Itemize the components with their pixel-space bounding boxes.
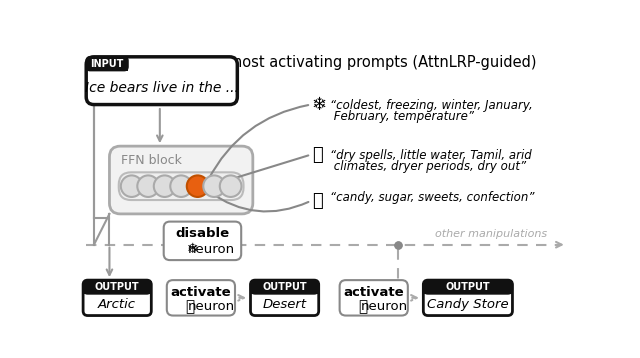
Text: 🍭: 🍭 [312,192,323,210]
Text: most activating prompts (AttnLRP-guided): most activating prompts (AttnLRP-guided) [228,55,536,70]
Text: neuron: neuron [188,243,236,256]
Text: climates, dryer periods, dry out”: climates, dryer periods, dry out” [330,160,525,173]
FancyBboxPatch shape [340,280,408,315]
FancyBboxPatch shape [86,57,237,105]
FancyBboxPatch shape [164,222,241,260]
FancyBboxPatch shape [167,280,235,315]
Text: disable: disable [175,227,230,241]
Text: “coldest, freezing, winter, January,: “coldest, freezing, winter, January, [330,99,532,112]
Text: other manipulations: other manipulations [435,228,547,238]
FancyBboxPatch shape [109,146,253,214]
Circle shape [220,175,241,197]
FancyBboxPatch shape [83,280,151,315]
Text: FFN block: FFN block [121,154,182,166]
Text: OUTPUT: OUTPUT [445,282,490,292]
Circle shape [170,175,192,197]
Text: OUTPUT: OUTPUT [262,282,307,292]
FancyBboxPatch shape [119,172,244,200]
Text: OUTPUT: OUTPUT [95,282,140,292]
Text: INPUT: INPUT [90,59,124,69]
Text: 🍭: 🍭 [358,299,367,314]
Text: ❄️: ❄️ [312,96,328,113]
Text: Candy Store: Candy Store [427,298,509,311]
Circle shape [187,175,209,197]
FancyBboxPatch shape [250,280,319,294]
Circle shape [204,175,225,197]
FancyBboxPatch shape [86,57,128,71]
Text: ❄️: ❄️ [188,242,199,256]
Text: neuron: neuron [188,300,236,313]
Text: activate: activate [171,286,231,299]
FancyBboxPatch shape [423,280,513,315]
Bar [86,61,128,71]
Text: 🍲: 🍲 [186,299,195,314]
Circle shape [138,175,159,197]
FancyBboxPatch shape [423,280,513,294]
Bar [250,285,319,294]
Text: neuron: neuron [361,300,408,313]
Text: activate: activate [344,286,404,299]
FancyBboxPatch shape [250,280,319,315]
Text: “candy, sugar, sweets, confection”: “candy, sugar, sweets, confection” [330,191,534,204]
Text: “dry spells, little water, Tamil, arid: “dry spells, little water, Tamil, arid [330,149,531,162]
Text: February, temperature”: February, temperature” [330,110,474,123]
Circle shape [121,175,143,197]
FancyBboxPatch shape [83,280,151,294]
Text: Desert: Desert [262,298,307,311]
Circle shape [154,175,175,197]
Text: 🍲: 🍲 [312,146,323,164]
Bar [423,285,513,294]
Text: Ice bears live in the ...: Ice bears live in the ... [85,81,239,95]
Bar [83,285,151,294]
Text: Arctic: Arctic [98,298,136,311]
